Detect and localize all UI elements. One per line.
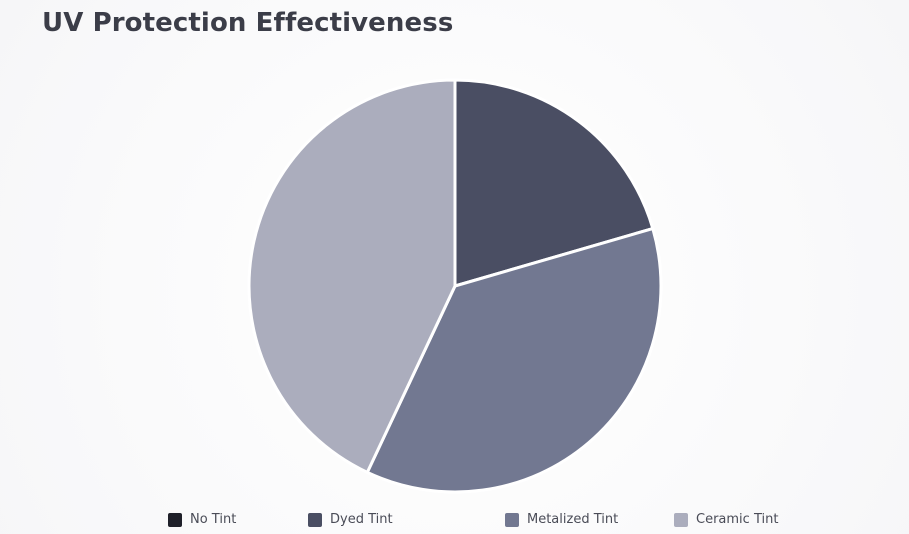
legend-label: No Tint (190, 512, 237, 527)
chart-title: UV Protection Effectiveness (42, 8, 454, 38)
legend-label: Metalized Tint (527, 512, 619, 527)
legend-item-ceramic-tint[interactable]: Ceramic Tint (674, 512, 778, 527)
chart-legend: No Tint Dyed Tint Metalized Tint Ceramic Ti… (0, 510, 909, 532)
legend-swatch (505, 512, 519, 527)
legend-label: Ceramic Tint (696, 512, 779, 527)
legend-swatch (308, 512, 322, 527)
pie-slice-metalized-tint[interactable] (365, 227, 663, 494)
legend-label: Dyed Tint (330, 512, 393, 527)
legend-item-dyed-tint[interactable]: Dyed Tint (308, 512, 393, 527)
legend-item-no-tint[interactable]: No Tint (168, 512, 236, 527)
pie-slice-ceramic-tint[interactable] (247, 78, 457, 474)
legend-item-metalized-tint[interactable]: Metalized Tint (505, 512, 618, 527)
legend-swatch (674, 512, 688, 527)
pie-slice-dyed-tint[interactable] (453, 78, 655, 288)
legend-swatch (168, 512, 182, 527)
